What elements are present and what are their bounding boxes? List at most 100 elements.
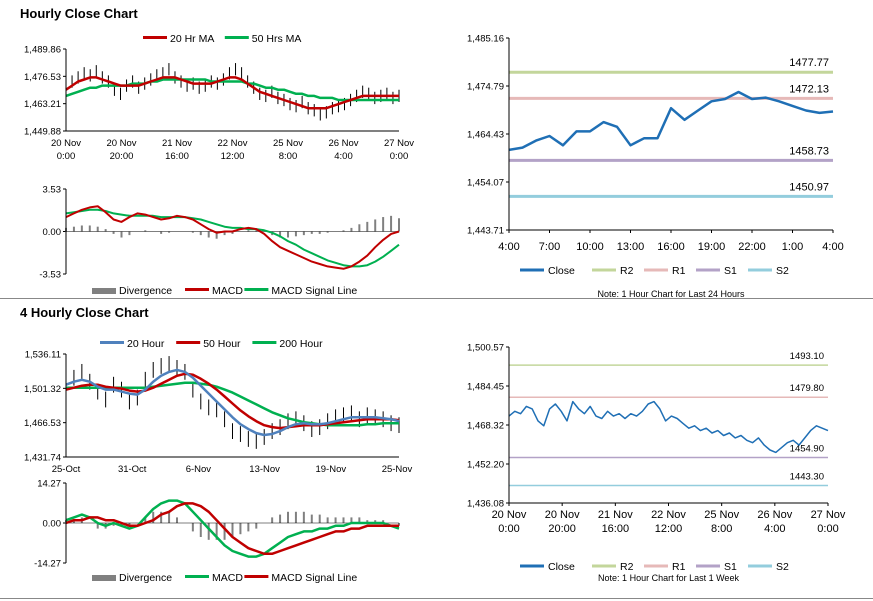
hourly-24h-xtick-label: 4:00 [498, 241, 519, 253]
four-hourly-50-line [65, 372, 400, 430]
hourly-24h-xtick-label: 4:00 [822, 241, 843, 253]
hourly-price-xtick-date: 20 Nov [51, 138, 81, 149]
hourly-24h-legend-swatch [592, 268, 616, 272]
four-hourly-macd-legend-label: Divergence [119, 572, 172, 584]
four-hourly-macd-legend-swatch [185, 575, 209, 578]
hourly-macd-signal-line [65, 208, 400, 268]
week-close-line [508, 400, 829, 454]
hourly-price-xtick-time: 16:00 [165, 151, 189, 162]
hourly-price-ytick-label: 1,489.86 [24, 45, 61, 56]
four-hourly-macd-signal-line [65, 502, 399, 556]
week-r1-label: 1479.80 [790, 383, 824, 394]
hourly-24h-ytick-label: 1,454.07 [467, 178, 504, 189]
week-xtick-date: 27 Nov [811, 509, 846, 521]
hourly-24h-s2-label: 1450.97 [789, 181, 829, 193]
hourly-price-xtick-date: 26 Nov [328, 138, 358, 149]
week-xtick-time: 20:00 [548, 523, 576, 535]
hourly-price-xtick-time: 0:00 [390, 151, 409, 162]
week-legend-label: S2 [776, 561, 789, 573]
hourly-24h-xtick-label: 1:00 [782, 241, 803, 253]
hourly-price-ytick-label: 1,463.21 [24, 99, 61, 110]
week-xtick-date: 20 Nov [492, 509, 527, 521]
week-note: Note: 1 Hour Chart for Last 1 Week [598, 573, 739, 583]
hourly-price-legend-label: 20 Hr MA [170, 33, 214, 45]
week-ytick-label: 1,468.32 [467, 421, 504, 432]
four-hourly-price-xtick-label: 6-Nov [186, 464, 212, 475]
hourly-price-xtick-date: 22 Nov [217, 138, 247, 149]
four-hourly-section-title: 4 Hourly Close Chart [20, 305, 149, 320]
week-legend-label: R1 [672, 561, 686, 573]
four-hourly-macd-legend-swatch [244, 575, 269, 578]
four-hourly-price-ytick-label: 1,466.53 [24, 418, 61, 429]
four-hourly-macd-legend-swatch [92, 575, 116, 581]
week-xtick-time: 16:00 [602, 523, 630, 535]
four-hourly-macd-legend-label: MACD [212, 572, 243, 584]
hourly-24h-ytick-label: 1,485.16 [467, 34, 504, 45]
week-legend-swatch [644, 564, 668, 568]
four-hourly-macd-ytick-label: 0.00 [43, 519, 62, 530]
week-xtick-date: 26 Nov [757, 509, 792, 521]
week-legend-swatch [592, 564, 616, 568]
hourly-24h-legend-label: Close [548, 265, 575, 277]
week-ytick-label: 1,452.20 [467, 460, 504, 471]
hourly-24h-legend-swatch [696, 268, 720, 272]
hourly-price-legend-label: 50 Hrs MA [252, 33, 302, 45]
hourly-price-xtick-time: 4:00 [334, 151, 353, 162]
week-xtick-date: 25 Nov [704, 509, 739, 521]
week-s2-label: 1443.30 [790, 472, 824, 483]
hourly-macd-ytick-label: -3.53 [39, 270, 61, 281]
week-ytick-label: 1,484.45 [467, 382, 504, 393]
hourly-24h-ytick-label: 1,474.79 [467, 82, 504, 93]
week-legend-swatch [520, 564, 544, 568]
four-hourly-price-xtick-label: 31-Oct [118, 464, 147, 475]
week-xtick-time: 0:00 [817, 523, 838, 535]
week-ytick-label: 1,500.57 [467, 343, 504, 354]
hourly-price-ytick-label: 1,449.88 [24, 127, 61, 138]
four-hourly-macd-ytick-label: 14.27 [37, 479, 61, 490]
hourly-20hr-ma-line [65, 76, 399, 110]
hourly-24h-ytick-label: 1,464.43 [467, 130, 504, 141]
hourly-section-title: Hourly Close Chart [20, 6, 138, 21]
four-hourly-price-legend-label: 50 Hour [203, 338, 241, 350]
hourly-price-xtick-date: 25 Nov [273, 138, 303, 149]
hourly-price-xtick-time: 12:00 [221, 151, 245, 162]
hourly-24h-legend-label: R1 [672, 265, 686, 277]
bottom-divider [0, 598, 873, 599]
hourly-24h-legend-label: S1 [724, 265, 737, 277]
hourly-24h-legend-label: R2 [620, 265, 634, 277]
hourly-price-xtick-date: 27 Nov [384, 138, 414, 149]
hourly-price-xtick-time: 20:00 [110, 151, 134, 162]
week-xtick-date: 22 Nov [651, 509, 686, 521]
hourly-24h-close-line [508, 90, 834, 152]
hourly-price-xtick-date: 21 Nov [162, 138, 192, 149]
hourly-price-ytick-label: 1,476.53 [24, 72, 61, 83]
hourly-price-legend-swatch [143, 36, 167, 39]
four-hourly-price-legend-swatch [176, 341, 201, 344]
week-xtick-time: 8:00 [711, 523, 732, 535]
hourly-24h-legend-label: S2 [776, 265, 789, 277]
four-hourly-price-xtick-label: 13-Nov [249, 464, 280, 475]
week-legend-swatch [696, 564, 720, 568]
hourly-macd-ytick-label: 0.00 [43, 227, 62, 238]
hourly-macd-legend-label: MACD Signal Line [271, 285, 357, 297]
hourly-price-xtick-time: 0:00 [57, 151, 76, 162]
four-hourly-price-ytick-label: 1,501.32 [24, 384, 61, 395]
week-ytick-label: 1,436.08 [467, 499, 504, 510]
week-r2-label: 1493.10 [790, 351, 824, 362]
week-xtick-date: 20 Nov [545, 509, 580, 521]
hourly-macd-legend-label: MACD [212, 285, 243, 297]
four-hourly-macd-ytick-label: -14.27 [34, 559, 61, 570]
week-xtick-time: 0:00 [498, 523, 519, 535]
week-xtick-time: 12:00 [655, 523, 683, 535]
week-legend-label: Close [548, 561, 575, 573]
hourly-24h-legend-swatch [748, 268, 772, 272]
hourly-24h-xtick-label: 22:00 [738, 241, 766, 253]
hourly-24h-legend-swatch [520, 268, 544, 272]
four-hourly-macd-legend-label: MACD Signal Line [271, 572, 357, 584]
hourly-24h-r2-label: 1477.77 [789, 57, 829, 69]
four-hourly-20-line [65, 368, 400, 437]
week-s1-label: 1454.90 [790, 443, 824, 454]
hourly-macd-legend-swatch [244, 288, 269, 291]
hourly-24h-note: Note: 1 Hour Chart for Last 24 Hours [597, 289, 745, 299]
